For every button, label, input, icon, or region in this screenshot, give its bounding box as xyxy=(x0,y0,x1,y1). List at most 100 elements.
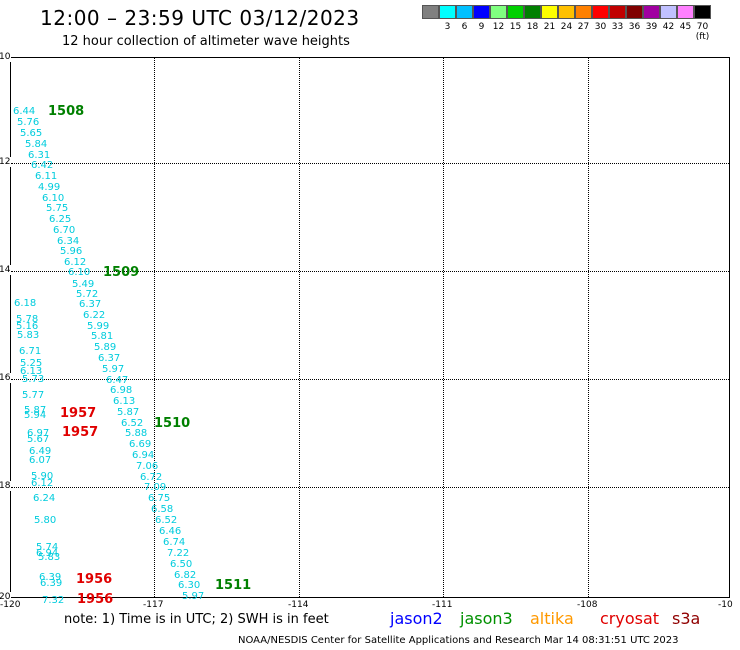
wave-height-value: 6.46 xyxy=(159,526,182,537)
wave-height-value: 6.74 xyxy=(163,537,186,548)
grid-line-lat-18 xyxy=(11,487,729,488)
wave-height-value: 6.52 xyxy=(121,418,144,429)
page-subtitle: 12 hour collection of altimeter wave hei… xyxy=(62,34,350,49)
wave-height-value: 5.88 xyxy=(125,428,148,439)
wave-height-value: 5.87 xyxy=(24,405,47,416)
wave-height-value: 6.39 xyxy=(39,572,62,583)
color-scale xyxy=(422,5,711,19)
wave-height-value: 6.72 xyxy=(140,472,163,483)
wave-height-value: 6.47 xyxy=(106,375,129,386)
wave-height-value: 5.97 xyxy=(102,364,125,375)
wave-height-value: 6.75 xyxy=(148,493,171,504)
satellite-legend-altika: altika xyxy=(530,609,574,628)
wave-height-value: 5.96 xyxy=(60,246,83,257)
pass-time-label: 1956 xyxy=(76,572,113,587)
lon-label: -10 xyxy=(718,600,733,610)
pass-time-label: 1510 xyxy=(154,416,191,431)
scale-label: 24 xyxy=(560,22,573,32)
wave-height-value: 5.75 xyxy=(46,203,69,214)
wave-height-value: 4.99 xyxy=(38,182,61,193)
scale-label: 15 xyxy=(509,22,522,32)
satellite-legend-jason3: jason3 xyxy=(460,609,513,628)
wave-height-value: 5.89 xyxy=(94,342,117,353)
satellite-legend-s3a: s3a xyxy=(672,609,701,628)
scale-label: 42 xyxy=(662,22,675,32)
scale-label: 33 xyxy=(611,22,624,32)
satellite-legend-cryosat: cryosat xyxy=(600,609,660,628)
scale-label: 9 xyxy=(478,22,485,32)
wave-height-value: 5.77 xyxy=(22,390,45,401)
scale-swatch xyxy=(592,5,609,19)
credit-line: NOAA/NESDIS Center for Satellite Applica… xyxy=(238,635,679,646)
wave-height-value: 5.94 xyxy=(24,410,47,421)
lat-label: 14 xyxy=(0,265,12,275)
wave-height-value: 5.81 xyxy=(91,331,114,342)
wave-height-value: 7.22 xyxy=(167,548,190,559)
wave-height-value: 6.11 xyxy=(35,171,58,182)
scale-swatch xyxy=(439,5,456,19)
grid-line-lat-16 xyxy=(11,379,729,380)
grid-line-lon-114 xyxy=(299,58,300,597)
pass-time-label: 1956 xyxy=(77,592,114,607)
pass-time-label: 1957 xyxy=(60,406,97,421)
scale-label: 70 (ft) xyxy=(695,22,710,42)
wave-height-value: 6.58 xyxy=(151,504,174,515)
wave-height-value: 6.70 xyxy=(53,225,76,236)
scale-label xyxy=(422,22,439,42)
pass-time-label: 1957 xyxy=(62,425,99,440)
page-title: 12:00 – 23:59 UTC 03/12/2023 xyxy=(40,6,360,30)
wave-height-value: 5.49 xyxy=(72,279,95,290)
scale-swatch xyxy=(609,5,626,19)
wave-height-value: 6.71 xyxy=(19,346,42,357)
wave-height-value: 5.16 xyxy=(16,321,39,332)
wave-height-value: 5.83 xyxy=(38,552,61,563)
scale-label: 36 xyxy=(628,22,641,32)
lon-label: -120 xyxy=(0,600,21,610)
scale-label: 18 xyxy=(526,22,539,32)
wave-height-value: 6.10 xyxy=(68,267,91,278)
scale-swatch xyxy=(456,5,473,19)
wave-height-value: 6.52 xyxy=(155,515,178,526)
scale-label: 27 xyxy=(577,22,590,32)
wave-height-value: 6.22 xyxy=(83,310,106,321)
lon-label: -114 xyxy=(288,600,309,610)
lon-label: -111 xyxy=(432,600,453,610)
wave-height-value: 6.94 xyxy=(132,450,155,461)
wave-height-value: 5.80 xyxy=(34,515,57,526)
scale-label: 3 xyxy=(444,22,451,32)
scale-label: 30 xyxy=(594,22,607,32)
map-plot xyxy=(10,57,730,598)
pass-time-label: 1511 xyxy=(215,578,252,593)
wave-height-value: 6.49 xyxy=(29,446,52,457)
wave-height-value: 5.67 xyxy=(27,434,50,445)
wave-height-value: 6.25 xyxy=(49,214,72,225)
wave-height-value: 6.37 xyxy=(98,353,121,364)
scale-swatch xyxy=(507,5,524,19)
scale-swatch xyxy=(524,5,541,19)
wave-height-value: 6.98 xyxy=(110,385,133,396)
wave-height-value: 5.87 xyxy=(117,407,140,418)
wave-height-value: 5.65 xyxy=(20,128,43,139)
wave-height-value: 6.37 xyxy=(79,299,102,310)
lat-label: 12 xyxy=(0,157,12,167)
wave-height-value: 6.44 xyxy=(13,106,36,117)
wave-height-value: 5.90 xyxy=(31,471,54,482)
wave-height-value: 7.09 xyxy=(144,482,167,493)
lat-label: 10 xyxy=(0,52,12,62)
scale-label: 39 xyxy=(645,22,658,32)
scale-swatch xyxy=(422,5,439,19)
wave-height-value: 5.83 xyxy=(17,330,40,341)
wave-height-value: 6.31 xyxy=(28,150,51,161)
scale-swatch xyxy=(626,5,643,19)
wave-height-value: 6.30 xyxy=(178,580,201,591)
lon-label: -117 xyxy=(143,600,164,610)
wave-height-value: 6.12 xyxy=(31,478,54,489)
scale-swatch xyxy=(541,5,558,19)
scale-swatch xyxy=(473,5,490,19)
wave-height-value: 6.69 xyxy=(129,439,152,450)
grid-line-lat-12 xyxy=(11,163,729,164)
wave-height-value: 6.97 xyxy=(27,428,50,439)
wave-height-value: 6.42 xyxy=(31,160,54,171)
pass-time-label: 1508 xyxy=(48,104,85,119)
lat-label: 16 xyxy=(0,373,12,383)
